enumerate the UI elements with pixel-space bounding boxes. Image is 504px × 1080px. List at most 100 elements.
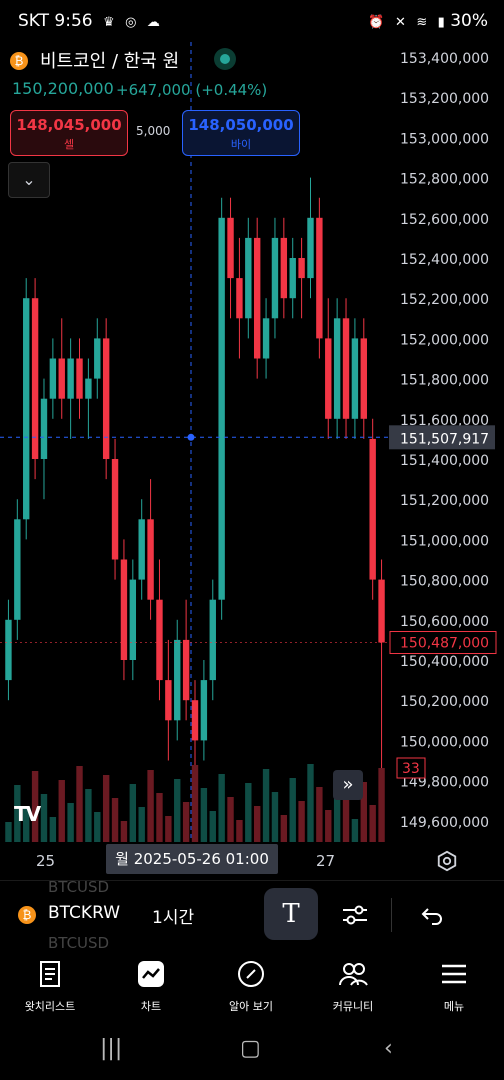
wifi-icon: ≋ (416, 15, 428, 30)
sell-button[interactable]: 148,045,000 셀 (10, 110, 128, 156)
nav-label: 차트 (140, 1000, 162, 1013)
candle-body (120, 559, 128, 660)
volume-bar (40, 794, 48, 842)
candlestick-chart[interactable]: 153,400,000 153,200,000 153,000,000 152,800… (0, 42, 504, 878)
alarm-icon: ⏰ (368, 15, 385, 30)
battery-level: 30% (450, 11, 488, 31)
double-chevron-right-icon: » (342, 774, 354, 795)
volume-bar (245, 783, 252, 842)
volume-bar (174, 779, 181, 842)
crosshair-point (187, 433, 195, 441)
price-tick-label: 152,800,000 (400, 172, 489, 188)
scroll-to-realtime-button[interactable]: » (333, 770, 363, 800)
nav-watchlist[interactable]: 왓치리스트 (0, 958, 100, 1014)
nav-explore[interactable]: 알아 보기 (201, 958, 301, 1014)
cloud-icon: ☁ (146, 15, 160, 30)
candle-body (102, 338, 110, 459)
menu-icon (442, 964, 466, 984)
volume-bar (360, 782, 367, 842)
ghost-symbol: BTCUSD (48, 934, 110, 952)
volume-bar (289, 778, 296, 842)
candle-body (111, 459, 119, 560)
volume-bar (253, 806, 261, 842)
candle-body (271, 237, 279, 319)
bitcoin-icon: ₿ (10, 52, 28, 70)
symbol-selector[interactable]: BTCKRW (48, 903, 121, 923)
indicators-icon[interactable] (340, 900, 370, 930)
chart-settings-icon[interactable] (436, 850, 458, 872)
volume-bar (5, 822, 12, 842)
price-tick-label: 153,400,000 (400, 51, 489, 67)
volume-bar (280, 815, 288, 842)
buy-button[interactable]: 148,050,000 바이 (182, 110, 300, 156)
volume-bar (147, 770, 154, 842)
collapse-button[interactable]: ⌄ (8, 162, 50, 198)
candle-body (58, 358, 65, 399)
status-right: ⏰ ✕ ≋ ▮ 30% (363, 11, 488, 31)
spread-value: 5,000 (136, 124, 171, 138)
volume-bar (85, 789, 92, 842)
symbol-title[interactable]: 비트코인 / 한국 원 (40, 51, 180, 72)
bottom-navigation (0, 948, 504, 1020)
volume-bar (120, 821, 128, 842)
candle-body (5, 619, 12, 681)
candle-body (262, 318, 270, 359)
volume-bar (218, 774, 225, 842)
candle-body (342, 318, 350, 419)
candle-body (316, 217, 323, 339)
volume-bar (23, 808, 30, 842)
volume-bar (102, 775, 110, 842)
price-tick-label: 152,000,000 (400, 332, 489, 348)
volume-bar (342, 796, 350, 842)
candle-body (67, 358, 74, 399)
volume-bar (49, 817, 57, 842)
candle-body (227, 217, 234, 279)
candle-body (200, 680, 208, 741)
nav-community[interactable]: 커뮤니티 (303, 958, 403, 1014)
candle-body (245, 237, 252, 319)
volume-bar (200, 788, 208, 842)
price-tick-label: 153,200,000 (400, 91, 489, 107)
candle-body (360, 338, 367, 419)
volume-bar (325, 810, 332, 842)
nav-chart[interactable]: 차트 (101, 958, 201, 1014)
current-price-label: 150,487,000 (400, 636, 489, 652)
price-tick-label: 150,400,000 (400, 654, 489, 670)
price-change: +647,000 (+0.44%) (116, 81, 268, 99)
volume-bar (156, 793, 163, 842)
price-tick-label: 150,600,000 (400, 614, 489, 630)
buy-price: 148,050,000 (188, 116, 294, 134)
system-navigation: ||| ▢ ‹ (0, 1020, 504, 1080)
price-tick-label: 149,800,000 (400, 775, 489, 791)
volume-bar (191, 765, 199, 842)
price-tick-label: 151,400,000 (400, 453, 489, 469)
crosshair-price-label: 151,507,917 (400, 431, 489, 447)
candle-body (23, 298, 30, 520)
undo-icon[interactable] (416, 900, 446, 930)
recent-apps-icon[interactable]: ||| (100, 1036, 123, 1061)
toolbar-divider (391, 898, 392, 932)
chart-area[interactable]: 153,400,000 153,200,000 153,000,000 152,800… (0, 42, 504, 878)
carrier: SKT (18, 11, 50, 31)
chart-icon (138, 961, 164, 987)
interval-selector[interactable]: 1시간 (152, 908, 195, 928)
price-tick-label: 149,600,000 (400, 815, 489, 831)
watchlist-icon (40, 961, 60, 987)
buy-label: 바이 (230, 138, 252, 151)
candle-body (289, 258, 296, 299)
bitcoin-icon: ₿ (18, 906, 36, 924)
candle-body (14, 519, 21, 620)
text-tool-button[interactable]: T (264, 888, 318, 940)
candle-body (76, 358, 83, 399)
back-icon[interactable]: ‹ (384, 1036, 393, 1061)
volume-bar (165, 816, 172, 842)
volume-bar (182, 802, 190, 842)
volume-bar (262, 769, 270, 842)
volume-chip (396, 757, 426, 779)
candle-body (165, 680, 172, 721)
nav-menu[interactable]: 메뉴 (404, 958, 504, 1014)
home-icon[interactable]: ▢ (240, 1036, 261, 1061)
volume-bar (307, 764, 314, 842)
crosshair-price-chip (389, 425, 495, 450)
candle-body (333, 318, 341, 419)
